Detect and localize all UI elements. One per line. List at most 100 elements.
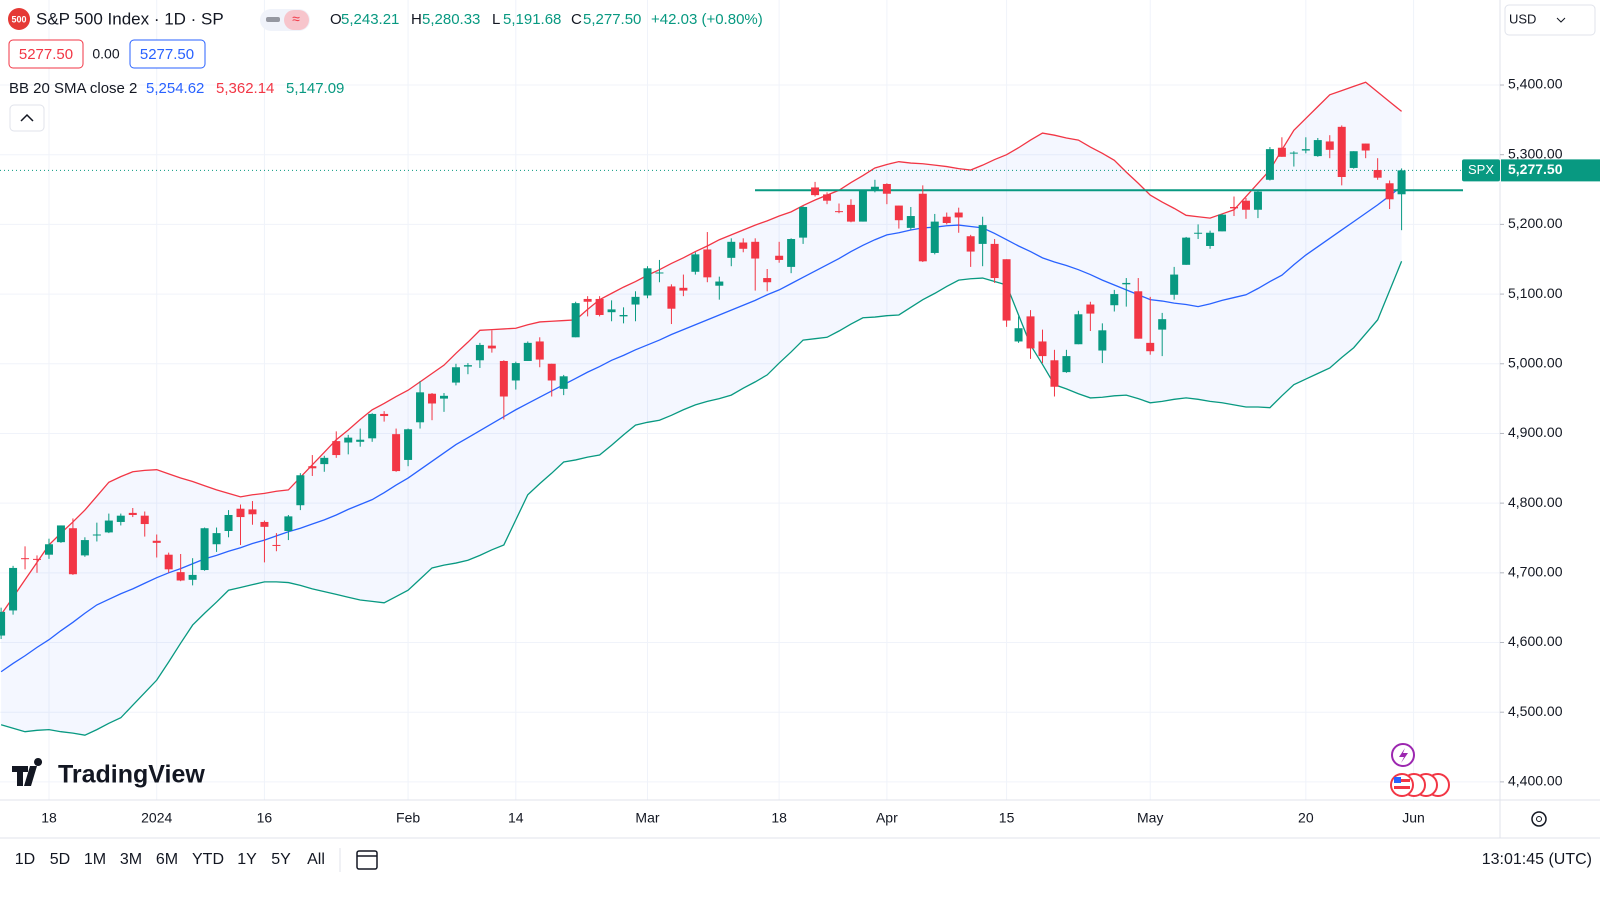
candle-body	[751, 241, 760, 259]
candle-body	[320, 457, 329, 465]
ohlc-value: 5,280.33	[422, 11, 480, 28]
y-tick-label: 5,000.00	[1508, 354, 1563, 370]
candle-body	[631, 296, 640, 305]
candle-body	[799, 206, 808, 238]
indicator-value: 5,254.62	[146, 80, 204, 97]
range-button[interactable]: All	[307, 851, 325, 868]
flag-canton	[1394, 777, 1401, 783]
range-button[interactable]: 5Y	[271, 851, 291, 868]
symbol-tag-label: SPX	[1468, 162, 1494, 177]
x-tick-label: 15	[999, 810, 1015, 826]
x-tick-label: Feb	[396, 810, 420, 826]
x-tick-label: 18	[771, 810, 787, 826]
candle-body	[356, 439, 365, 442]
candle-body	[92, 534, 101, 536]
range-button[interactable]: 3M	[120, 851, 142, 868]
range-button[interactable]: 5D	[50, 851, 70, 868]
candle-body	[990, 243, 999, 279]
candle-body	[1277, 147, 1286, 157]
range-button[interactable]: 1M	[84, 851, 106, 868]
candle-body	[116, 515, 125, 522]
range-bar: 1D 5D 1M 3M 6M YTD 1Y 5Y All	[15, 851, 325, 868]
candle-body	[296, 475, 305, 506]
bid-box[interactable]	[8, 39, 84, 69]
candle-body	[33, 558, 42, 560]
candle-body	[1361, 143, 1370, 151]
candle-body	[1182, 237, 1191, 265]
candle-body	[547, 363, 556, 381]
x-tick-label: 20	[1298, 810, 1314, 826]
candle-body	[1313, 140, 1322, 157]
candle-body	[428, 393, 437, 404]
candle-body	[835, 211, 843, 213]
candle-body	[906, 216, 915, 228]
y-tick-label: 5,400.00	[1508, 76, 1563, 92]
x-tick-label: 2024	[141, 810, 172, 826]
price-tag	[1501, 159, 1600, 182]
currency-button[interactable]	[1504, 4, 1596, 36]
candle-body	[918, 193, 927, 262]
candle-body	[1062, 356, 1071, 373]
change: +42.03 (+0.80%)	[651, 11, 763, 28]
indicator-value: 5,362.14	[216, 80, 274, 97]
x-tick-label: Mar	[635, 810, 659, 826]
range-button[interactable]: 1Y	[237, 851, 257, 868]
candle-body	[1230, 206, 1239, 209]
candle-body	[487, 345, 496, 349]
economic-events[interactable]	[1390, 773, 1450, 797]
candle-body	[475, 344, 484, 361]
candle-body	[128, 512, 137, 515]
collapse-button[interactable]	[9, 104, 45, 132]
candle-body	[787, 239, 796, 267]
candle-body	[1325, 141, 1334, 150]
candle-body	[727, 241, 736, 258]
candle-body	[703, 249, 712, 278]
y-tick-label: 4,600.00	[1508, 633, 1563, 649]
symbol-badge: 500	[11, 14, 26, 24]
logo-mark	[12, 758, 43, 786]
candle-body	[164, 554, 173, 570]
range-button[interactable]: 1D	[15, 851, 35, 868]
range-button[interactable]: YTD	[192, 851, 224, 868]
ohlc-value: 5,277.50	[583, 11, 641, 28]
candle-body	[858, 190, 867, 222]
symbol-tag	[1462, 159, 1500, 182]
candle-body	[260, 521, 269, 527]
ohlc-value: 5,191.68	[503, 11, 561, 28]
candle-body	[416, 392, 425, 423]
ohlc-key: O	[330, 11, 342, 28]
flag-stripe	[1394, 779, 1410, 782]
candle-body	[21, 558, 30, 560]
settings-icon-core	[1536, 816, 1542, 822]
candle-body	[248, 509, 257, 515]
toggle-icon	[284, 10, 309, 30]
band-line	[0, 81, 1402, 616]
band-fill	[1, 82, 1402, 736]
y-tick-label: 5,200.00	[1508, 215, 1563, 231]
ask-box[interactable]	[129, 39, 206, 69]
settings-icon[interactable]	[1531, 811, 1547, 827]
candle-body	[1253, 191, 1262, 210]
candle-body	[1122, 282, 1131, 285]
candle-body	[1397, 170, 1406, 195]
candle-body	[1385, 183, 1394, 200]
y-tick-label: 4,800.00	[1508, 494, 1563, 510]
candle-body	[595, 298, 604, 315]
spread: 0.00	[92, 46, 119, 62]
candle-body	[1050, 360, 1059, 387]
candle-body	[715, 281, 724, 286]
candle-body	[535, 341, 544, 360]
candle-body	[1218, 214, 1227, 232]
indicator-name: BB 20 SMA close 2	[9, 80, 137, 97]
ohlc-key: H	[411, 11, 422, 28]
chart-title: S&P 500 Index · 1D · SP	[36, 9, 224, 28]
candle-body	[1349, 151, 1358, 168]
candle-body	[607, 309, 616, 313]
candle-body	[1194, 232, 1203, 234]
calendar-icon[interactable]	[356, 850, 378, 870]
range-button[interactable]: 6M	[156, 851, 178, 868]
candle-body	[966, 236, 975, 252]
y-tick-label: 4,700.00	[1508, 564, 1563, 580]
candle-body	[523, 342, 532, 361]
